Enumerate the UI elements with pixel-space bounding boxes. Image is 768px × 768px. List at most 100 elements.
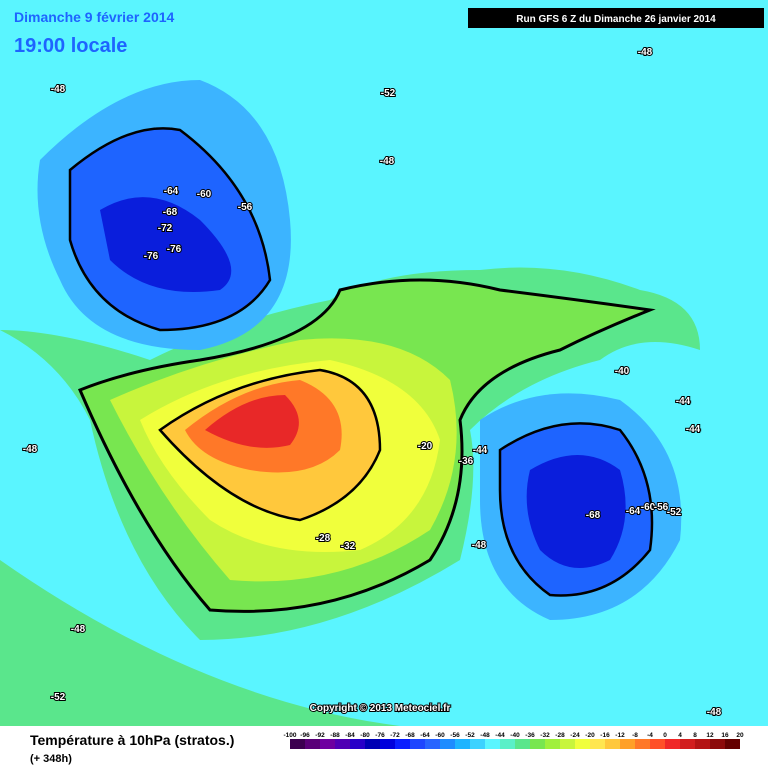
contour-label: -48 bbox=[638, 47, 653, 58]
left-vortex-inner bbox=[100, 197, 232, 292]
color-legend: -100 -96 -92 -8 8 -84 -80 -76 -72 -68 -64 -60 -56 -52… bbox=[283, 732, 744, 749]
legend-tick: 16 bbox=[721, 732, 729, 739]
red-zone bbox=[205, 395, 299, 448]
contour-labels: -48 -52-48-64 -60-56-68-72-76-76-48-40-44-… bbox=[22, 46, 723, 719]
legend-swatch bbox=[455, 739, 470, 749]
legend-swatch bbox=[560, 739, 575, 749]
legend-swatch bbox=[335, 739, 350, 749]
legend-swatch bbox=[590, 739, 605, 749]
legend-swatch bbox=[725, 739, 740, 749]
legend-tick: -28 bbox=[555, 732, 565, 739]
legend-swatch bbox=[650, 739, 665, 749]
footer-title: Température à 10hPa (stratos.) bbox=[30, 732, 234, 748]
legend-swatch bbox=[425, 739, 440, 749]
contour-label: -68 bbox=[586, 510, 601, 521]
legend-tick: -16 bbox=[600, 732, 610, 739]
legend-tick: -64 bbox=[420, 732, 430, 739]
contour-label: -28 bbox=[316, 533, 331, 544]
legend-tick: -40 bbox=[510, 732, 520, 739]
legend-tick: -48 bbox=[480, 732, 490, 739]
legend-tick: -92 bbox=[315, 732, 325, 739]
contour-label: -60 bbox=[641, 502, 656, 513]
contour-label: -52 bbox=[51, 692, 66, 703]
legend-tick: -52 bbox=[465, 732, 475, 739]
legend-tick: -8 bbox=[632, 732, 638, 739]
contour-label: -68 bbox=[163, 207, 178, 218]
legend-swatch bbox=[440, 739, 455, 749]
contour-label: -56 bbox=[654, 502, 669, 513]
time: 19:00 locale bbox=[14, 35, 127, 57]
legend-tick: 0 bbox=[663, 732, 667, 739]
legend-tick: -84 bbox=[345, 732, 355, 739]
contour-label: -64 bbox=[626, 506, 641, 517]
legend-swatch bbox=[680, 739, 695, 749]
contour-label: -76 bbox=[167, 244, 182, 255]
contour-label: -48 bbox=[23, 444, 38, 455]
legend-tick: 4 bbox=[678, 732, 682, 739]
legend-swatch bbox=[545, 739, 560, 749]
legend-tick: -12 bbox=[615, 732, 625, 739]
legend-tick: -32 bbox=[540, 732, 550, 739]
legend-swatch bbox=[665, 739, 680, 749]
contour-label: -64 bbox=[164, 186, 179, 197]
legend-swatch bbox=[365, 739, 380, 749]
legend-tick: -24 bbox=[570, 732, 580, 739]
footer-lead: (+ 348h) bbox=[30, 753, 72, 765]
contour-label: -48 bbox=[51, 84, 66, 95]
legend-tick: -60 bbox=[435, 732, 445, 739]
legend-swatch bbox=[290, 739, 305, 749]
legend-swatch bbox=[380, 739, 395, 749]
contour-label: -40 bbox=[615, 366, 630, 377]
contour-label: -72 bbox=[158, 223, 173, 234]
contour-label: -20 bbox=[418, 441, 433, 452]
copyright: Copyright © 2013 Meteociel.fr bbox=[310, 703, 451, 714]
contour-label: -44 bbox=[676, 396, 691, 407]
contour-label: -56 bbox=[238, 202, 253, 213]
contour-label: -44 bbox=[473, 445, 488, 456]
legend-swatch bbox=[710, 739, 725, 749]
thick-contour bbox=[78, 278, 656, 613]
run-box bbox=[468, 8, 764, 28]
legend-tick: -44 bbox=[495, 732, 505, 739]
contour-label: -48 bbox=[71, 624, 86, 635]
legend-tick: -80 bbox=[360, 732, 370, 739]
contour-label: -60 bbox=[197, 189, 212, 200]
legend-tick: -76 bbox=[375, 732, 385, 739]
contour-label: -36 bbox=[459, 456, 474, 467]
legend-swatch bbox=[350, 739, 365, 749]
legend-swatch bbox=[410, 739, 425, 749]
legend-tick: -4 bbox=[647, 732, 653, 739]
legend-tick: -20 bbox=[585, 732, 595, 739]
legend-swatch bbox=[620, 739, 635, 749]
legend-tick: 20 bbox=[736, 732, 744, 739]
contour-label: -76 bbox=[144, 251, 159, 262]
contour-label: -44 bbox=[686, 424, 701, 435]
legend-tick: -36 bbox=[525, 732, 535, 739]
legend-tick: -68 bbox=[405, 732, 415, 739]
legend-swatch bbox=[530, 739, 545, 749]
legend-swatch bbox=[485, 739, 500, 749]
legend-tick: -100 bbox=[283, 732, 296, 739]
legend-swatch bbox=[305, 739, 320, 749]
contour-label: -48 bbox=[472, 540, 487, 551]
legend-tick: -56 bbox=[450, 732, 460, 739]
legend-tick: 12 bbox=[706, 732, 714, 739]
date: Dimanche 9 février 2014 bbox=[14, 9, 175, 25]
contour-label: -48 bbox=[380, 156, 395, 167]
contour-label: -48 bbox=[707, 707, 722, 718]
legend-swatch bbox=[605, 739, 620, 749]
contour-label: -52 bbox=[667, 507, 682, 518]
contour-label: -52 bbox=[381, 88, 396, 99]
legend-tick: -96 bbox=[300, 732, 310, 739]
legend-tick: -72 bbox=[390, 732, 400, 739]
legend-swatch bbox=[395, 739, 410, 749]
legend-tick: 8 bbox=[693, 732, 697, 739]
legend-swatch bbox=[470, 739, 485, 749]
map-field bbox=[0, 0, 768, 726]
legend-swatch bbox=[320, 739, 335, 749]
legend-swatch bbox=[695, 739, 710, 749]
legend-swatch bbox=[515, 739, 530, 749]
legend-swatch bbox=[635, 739, 650, 749]
legend-swatch bbox=[500, 739, 515, 749]
